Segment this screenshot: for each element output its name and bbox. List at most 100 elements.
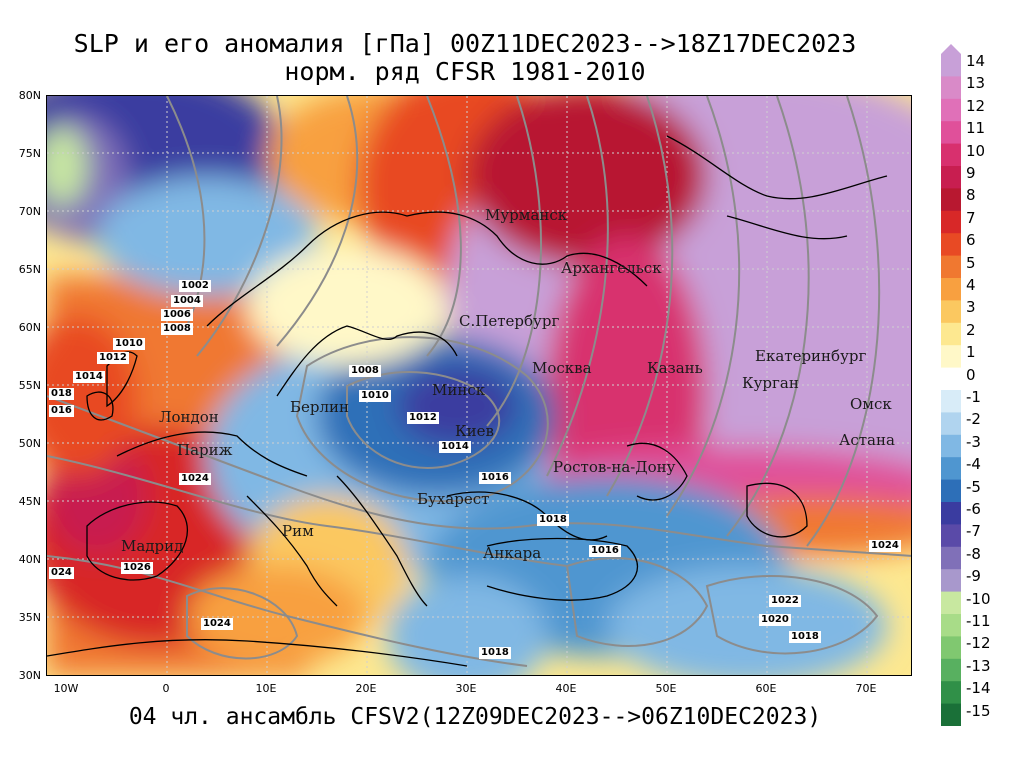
colorbar-swatch (941, 76, 961, 100)
lon-label: 10W (53, 682, 79, 695)
isobar-label: 1022 (769, 595, 801, 607)
colorbar-tick-label: -5 (966, 477, 981, 496)
lat-label: 35N (18, 611, 41, 624)
lon-label: 30E (455, 682, 477, 695)
colorbar-swatch (941, 300, 961, 324)
city-kazan: Казань (647, 359, 703, 377)
colorbar-swatch (941, 166, 961, 189)
lat-label: 45N (18, 495, 41, 508)
colorbar-swatch (941, 345, 961, 369)
lat-label: 55N (18, 379, 41, 392)
isobar-label: 1024 (201, 618, 233, 630)
city-omsk: Омск (850, 395, 892, 413)
isobar-label: 1010 (113, 338, 145, 350)
colorbar-tick-label: -2 (966, 410, 981, 429)
colorbar-tick-label: -7 (966, 522, 981, 541)
isobar-label: 024 (49, 567, 74, 579)
lon-label: 60E (755, 682, 777, 695)
city-arkhangelsk: Архангельск (561, 259, 662, 277)
colorbar-tick-label: -13 (966, 656, 991, 675)
colorbar-swatch (941, 703, 961, 726)
colorbar-tick-label: 10 (966, 141, 986, 160)
colorbar-tick-label: -10 (966, 589, 991, 608)
city-kurgan: Курган (742, 374, 799, 392)
colorbar-tick-label: -15 (966, 701, 991, 720)
isobar-label: 1012 (407, 412, 439, 424)
city-yekaterinburg: Екатеринбург (755, 347, 867, 365)
colorbar-swatch (941, 591, 961, 615)
colorbar-swatch (941, 188, 961, 212)
colorbar-tick-label: -3 (966, 432, 981, 451)
isobar-label: 1014 (73, 371, 105, 383)
colorbar-tick-label: 0 (966, 365, 976, 384)
lat-label: 30N (18, 669, 41, 682)
city-st-petersburg: С.Петербург (459, 312, 560, 330)
colorbar-swatch (941, 434, 961, 458)
city-bucharest: Бухарест (417, 490, 490, 508)
colorbar-tick-label: 5 (966, 253, 976, 272)
isobar-label: 1010 (359, 390, 391, 402)
isobar-label: 1018 (537, 514, 569, 526)
isobar-label: 1016 (479, 472, 511, 484)
lon-label: 70E (855, 682, 877, 695)
colorbar-swatch (941, 524, 961, 548)
isobar-label: 016 (49, 405, 74, 417)
lon-label: 0 (162, 682, 170, 695)
colorbar-swatch (941, 412, 961, 436)
colorbar-tick-label: -9 (966, 567, 981, 586)
city-berlin: Берлин (290, 398, 350, 416)
colorbar-tick-label: 1 (966, 343, 976, 362)
city-paris: Париж (177, 441, 233, 459)
city-murmansk: Мурманск (485, 206, 568, 224)
colorbar-swatch (941, 54, 961, 77)
colorbar-swatch (941, 98, 961, 122)
city-minsk: Минск (432, 381, 486, 399)
city-london: Лондон (159, 408, 219, 426)
lat-label: 65N (18, 263, 41, 276)
lat-label: 70N (18, 205, 41, 218)
colorbar-swatch (941, 681, 961, 705)
colorbar-swatch (941, 457, 961, 481)
colorbar-swatch (941, 233, 961, 257)
city-moscow: Москва (532, 359, 592, 377)
colorbar-tick-label: 9 (966, 164, 976, 182)
lat-label: 40N (18, 553, 41, 566)
colorbar (941, 44, 961, 726)
coastlines (47, 135, 888, 667)
isobar-label: 1012 (97, 352, 129, 364)
colorbar-top-arrow (941, 44, 961, 54)
isobar-label: 1006 (161, 309, 193, 321)
colorbar-swatch (941, 502, 961, 525)
lat-label: 60N (18, 321, 41, 334)
isobar-label: 1008 (161, 323, 193, 335)
city-rostov: Ростов-на-Дону (553, 458, 676, 476)
lat-label: 75N (18, 147, 41, 160)
colorbar-swatch (941, 546, 961, 570)
colorbar-tick-label: -4 (966, 455, 981, 474)
colorbar-tick-label: -14 (966, 679, 991, 698)
colorbar-swatch (941, 322, 961, 346)
isobar-label: 1018 (479, 647, 511, 659)
title-line-2: норм. ряд CFSR 1981-2010 (284, 57, 646, 86)
colorbar-tick-label: -6 (966, 500, 981, 518)
graticule (47, 96, 911, 675)
isobar-label: 1024 (179, 473, 211, 485)
colorbar-tick-label: 2 (966, 320, 976, 339)
colorbar-swatch (941, 569, 961, 593)
title-line-1: SLP и его аномалия [гПа] 00Z11DEC2023-->… (73, 29, 857, 58)
lon-label: 40E (555, 682, 577, 695)
colorbar-swatch (941, 614, 961, 637)
lon-label: 10E (255, 682, 277, 695)
colorbar-tick-label: -11 (966, 612, 991, 630)
colorbar-swatch (941, 255, 961, 279)
lon-label: 20E (355, 682, 377, 695)
colorbar-tick-label: 3 (966, 298, 976, 317)
colorbar-swatch (941, 367, 961, 391)
colorbar-tick-label: 12 (966, 96, 986, 115)
isobar-label: 1018 (789, 631, 821, 643)
colorbar-swatch (941, 210, 961, 234)
colorbar-swatch (941, 143, 961, 167)
colorbar-tick-label: -12 (966, 634, 991, 653)
colorbar-swatch (941, 390, 961, 413)
isobar-label: 1020 (759, 614, 791, 626)
